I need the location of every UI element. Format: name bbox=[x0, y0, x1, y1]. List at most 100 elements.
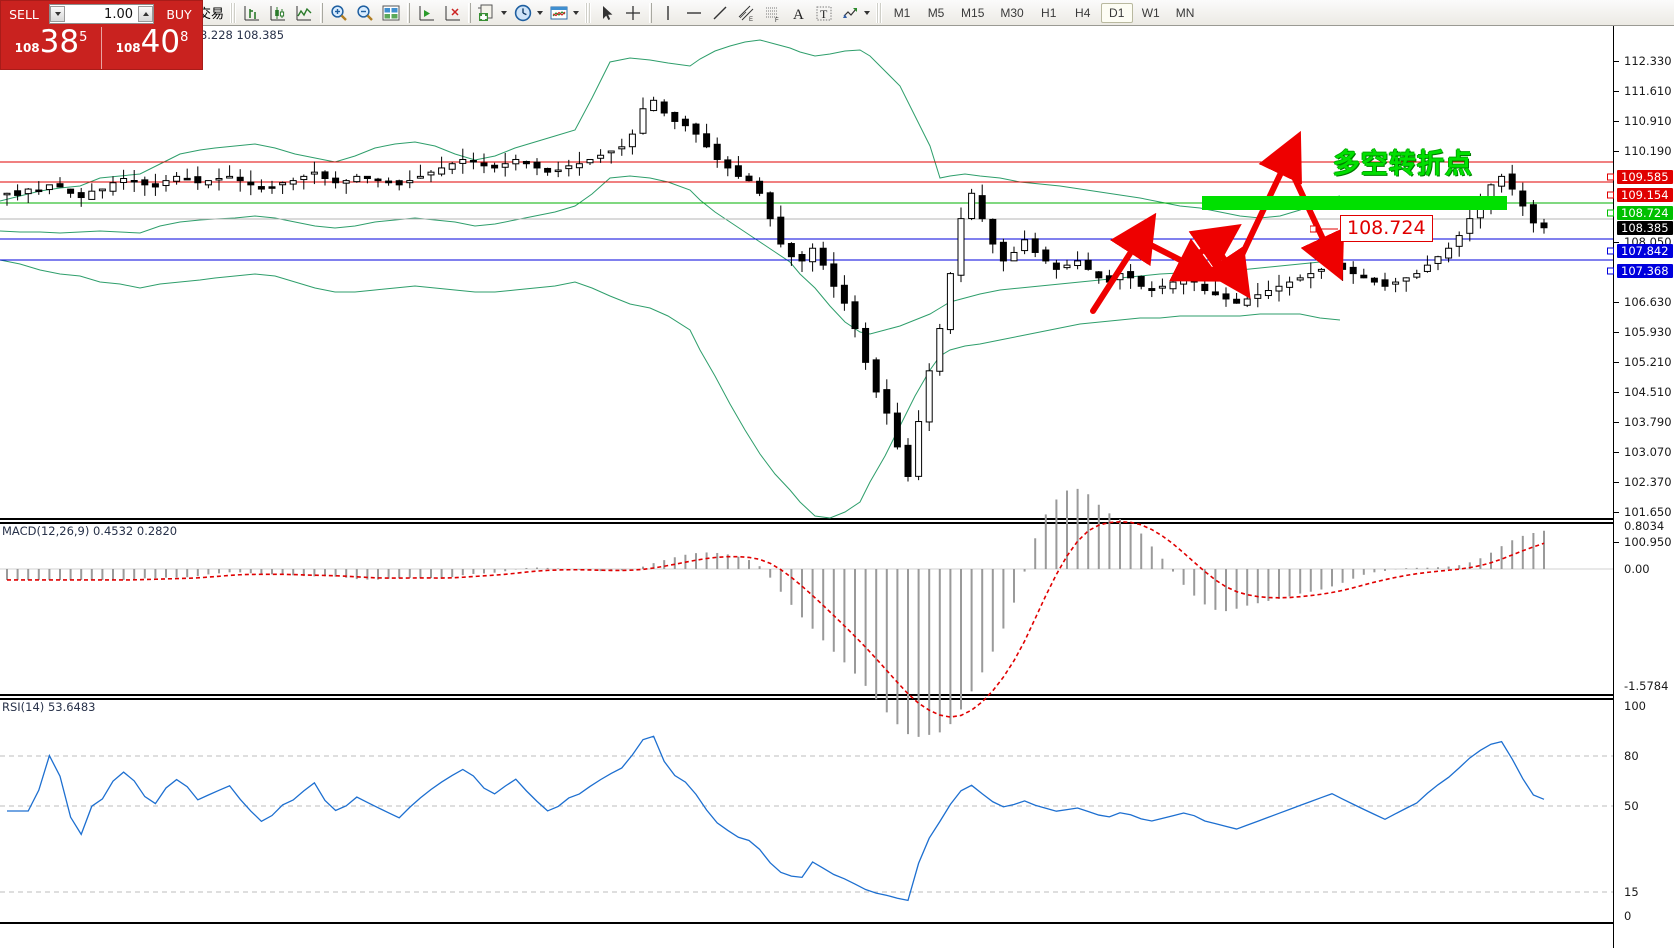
price-tick-mark bbox=[1614, 331, 1619, 333]
candlestick bbox=[565, 159, 573, 177]
candlestick bbox=[1137, 275, 1145, 290]
candlestick bbox=[448, 161, 456, 175]
indicators-dropdown-caret[interactable] bbox=[501, 10, 508, 15]
candlestick bbox=[809, 243, 817, 272]
shapes-button[interactable] bbox=[837, 1, 873, 25]
text-label-button[interactable]: T bbox=[811, 1, 837, 25]
price-tag-support-107368[interactable]: 107.368 bbox=[1617, 263, 1673, 278]
candlestick bbox=[1307, 262, 1315, 289]
level-handle-109585[interactable] bbox=[1607, 173, 1614, 181]
trendline-button[interactable] bbox=[707, 1, 733, 25]
timeframe-button-h1[interactable]: H1 bbox=[1041, 5, 1057, 20]
price-scale-divider bbox=[1613, 26, 1614, 948]
chart-canvas[interactable] bbox=[0, 26, 1614, 948]
candlestick-series[interactable] bbox=[3, 96, 1548, 482]
shift-end-icon bbox=[416, 3, 436, 23]
volume-increment-button[interactable] bbox=[138, 6, 153, 22]
equidistant-channel-button[interactable]: E bbox=[733, 1, 759, 25]
candlestick bbox=[1254, 282, 1262, 308]
fibonacci-icon: F bbox=[762, 3, 782, 24]
shapes-dropdown-caret[interactable] bbox=[864, 10, 871, 15]
toolbar-grip-3[interactable] bbox=[876, 2, 883, 23]
horizontal-line-button[interactable] bbox=[681, 1, 707, 25]
timeframe-button-w1[interactable]: W1 bbox=[1141, 5, 1160, 20]
timeframe-button-m1[interactable]: M1 bbox=[893, 5, 911, 20]
level-handle-109154[interactable] bbox=[1607, 191, 1614, 199]
candlestick bbox=[1264, 280, 1272, 299]
price-tag-pivot-108724[interactable]: 108.724 bbox=[1617, 206, 1673, 221]
candlestick bbox=[173, 172, 181, 185]
crosshair-button[interactable] bbox=[620, 1, 646, 25]
candlestick bbox=[268, 180, 276, 194]
auto-scroll-button[interactable] bbox=[439, 1, 465, 25]
period-button[interactable] bbox=[510, 1, 546, 25]
volume-decrement-button[interactable] bbox=[50, 6, 65, 22]
zoom-out-button[interactable] bbox=[352, 1, 378, 25]
rsi-pane-top-border bbox=[0, 694, 1613, 696]
bar-chart-button[interactable] bbox=[239, 1, 265, 25]
buy-button[interactable]: BUY bbox=[166, 6, 192, 22]
sell-button[interactable]: SELL bbox=[9, 6, 39, 22]
timeframe-button-m15[interactable]: M15 bbox=[961, 5, 985, 20]
candlestick bbox=[989, 218, 997, 254]
timeframe-button-m30[interactable]: M30 bbox=[1000, 5, 1024, 20]
candlestick bbox=[798, 251, 806, 272]
candlestick bbox=[247, 170, 255, 196]
candlestick bbox=[438, 156, 446, 177]
buy-price-prefix: 108 bbox=[115, 41, 141, 55]
price-tag-last-close-108385[interactable]: 108.385 bbox=[1617, 220, 1673, 235]
arrow-up-1 bbox=[1090, 212, 1157, 314]
level-handle-107842[interactable] bbox=[1607, 247, 1614, 255]
rsi-tick-label: 15 bbox=[1624, 885, 1639, 899]
timeframe-button-m5[interactable]: M5 bbox=[927, 5, 945, 20]
vertical-line-icon bbox=[658, 3, 678, 23]
annotation-price-tag[interactable]: 108.724 bbox=[1340, 215, 1433, 242]
candlestick bbox=[1296, 274, 1304, 282]
toolbar-grip-2[interactable] bbox=[585, 2, 592, 23]
indicators-button[interactable] bbox=[474, 1, 510, 25]
templates-dropdown-caret[interactable] bbox=[573, 10, 580, 15]
cursor-button[interactable] bbox=[594, 1, 620, 25]
candlestick bbox=[968, 188, 976, 221]
annotation-label[interactable]: 多空转折点 bbox=[1333, 149, 1473, 180]
volume-input[interactable]: 1.00 bbox=[49, 4, 154, 24]
price-tag-support-107842[interactable]: 107.842 bbox=[1617, 243, 1673, 258]
toolbar-grip[interactable] bbox=[230, 2, 237, 23]
sell-price-big: 38 bbox=[39, 24, 80, 60]
line-chart-icon bbox=[294, 3, 314, 23]
period-dropdown-caret[interactable] bbox=[537, 10, 544, 15]
candlestick bbox=[554, 161, 562, 178]
zoom-in-button[interactable] bbox=[326, 1, 352, 25]
candlestick bbox=[1466, 209, 1474, 242]
sell-price-prefix: 108 bbox=[14, 41, 40, 55]
level-handle-108724[interactable] bbox=[1607, 209, 1614, 217]
line-chart-button[interactable] bbox=[291, 1, 317, 25]
candlestick bbox=[840, 275, 848, 311]
volume-value[interactable]: 1.00 bbox=[104, 6, 133, 22]
level-handle-107368[interactable] bbox=[1607, 267, 1614, 275]
vertical-line-button[interactable] bbox=[655, 1, 681, 25]
templates-button[interactable] bbox=[546, 1, 582, 25]
highlight-rectangle[interactable] bbox=[1202, 196, 1507, 210]
text-button[interactable]: A bbox=[785, 1, 811, 25]
price-tag-resistance-109154[interactable]: 109.154 bbox=[1617, 188, 1673, 203]
candlestick bbox=[480, 153, 488, 174]
candlestick bbox=[533, 158, 541, 176]
chart-area[interactable]: USDJPY-,Daily 109.616 109.616 108.228 10… bbox=[0, 26, 1674, 948]
macd-signal-line bbox=[7, 520, 1545, 718]
candlestick bbox=[215, 168, 223, 191]
sell-price-display[interactable]: 108 38 5 bbox=[1, 27, 101, 69]
tile-windows-button[interactable] bbox=[378, 1, 404, 25]
buy-price-display[interactable]: 108 40 8 bbox=[101, 27, 202, 69]
fibonacci-button[interactable]: F bbox=[759, 1, 785, 25]
indicators-icon bbox=[477, 3, 497, 23]
candlestick-chart-button[interactable] bbox=[265, 1, 291, 25]
price-tag-resistance-109585[interactable]: 109.585 bbox=[1617, 170, 1673, 185]
candlestick bbox=[374, 177, 382, 188]
one-click-trading-panel[interactable]: SELL 1.00 BUY 108 38 5 108 40 8 bbox=[0, 0, 203, 70]
timeframe-button-h4[interactable]: H4 bbox=[1075, 5, 1091, 20]
timeframe-button-mn[interactable]: MN bbox=[1175, 5, 1195, 20]
timeframe-button-d1[interactable]: D1 bbox=[1100, 2, 1133, 23]
shift-end-button[interactable] bbox=[413, 1, 439, 25]
candlestick bbox=[1063, 259, 1071, 270]
